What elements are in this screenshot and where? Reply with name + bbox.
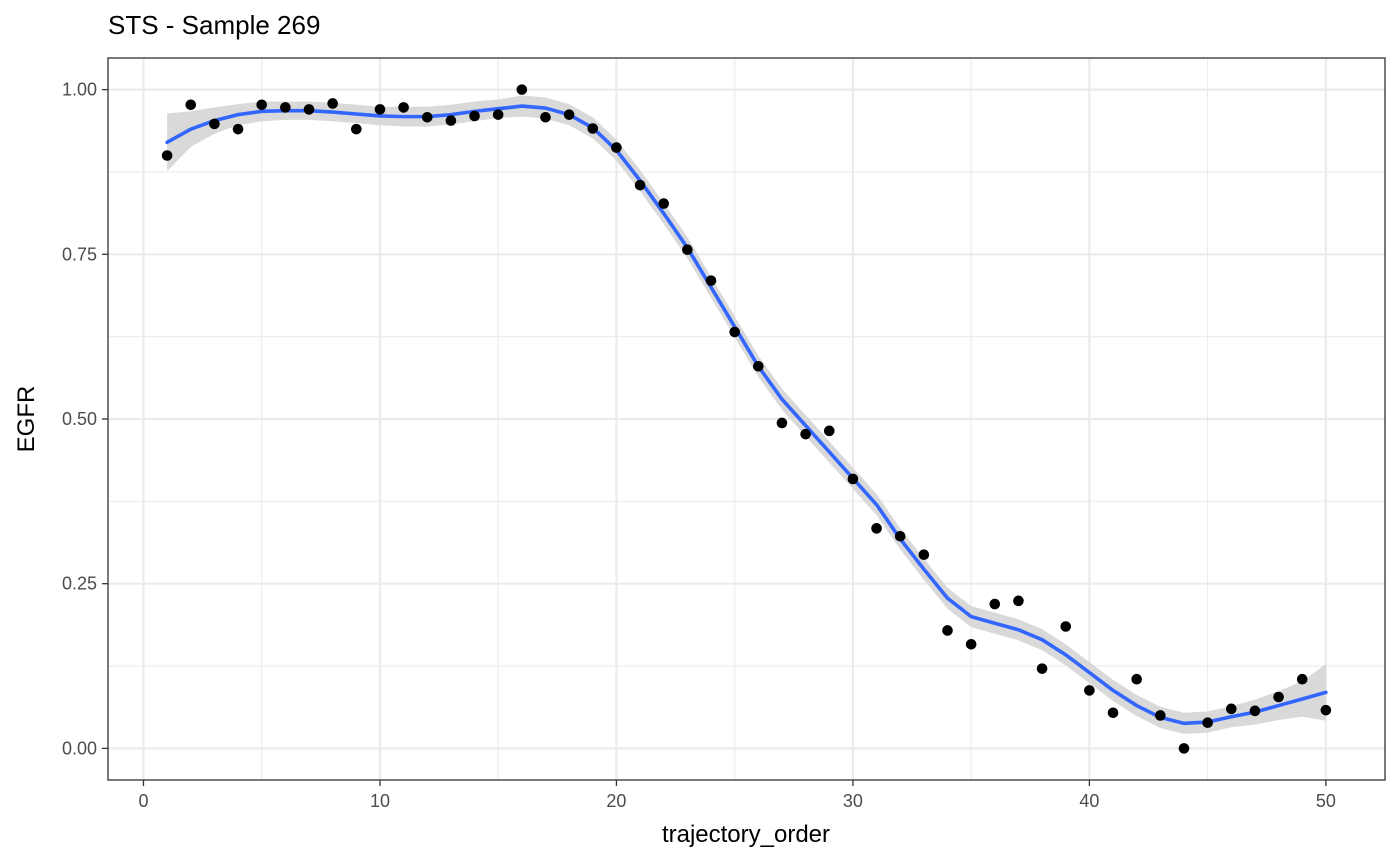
data-point [516, 84, 528, 95]
smooth-line-layer [165, 104, 1328, 726]
data-point [469, 110, 480, 122]
data-point [327, 98, 338, 109]
y-tick-label: 0.00 [62, 738, 97, 758]
data-point [1155, 710, 1166, 721]
y-tick-label: 0.50 [62, 409, 97, 429]
data-point [1013, 595, 1024, 607]
data-point [563, 109, 575, 120]
data-point [303, 104, 315, 115]
y-tick-label: 0.25 [62, 574, 97, 594]
data-point [705, 275, 717, 286]
data-point [634, 179, 646, 191]
x-axis-title: trajectory_order [662, 821, 830, 848]
data-point [492, 109, 504, 120]
data-point [161, 150, 173, 161]
data-point [280, 102, 291, 113]
data-point [965, 639, 977, 650]
data-point [989, 598, 1001, 610]
data-point [753, 361, 764, 372]
data-point [374, 104, 386, 115]
chart-title: STS - Sample 269 [108, 10, 321, 40]
data-point [800, 428, 811, 440]
data-point [1178, 743, 1190, 754]
x-tick-label: 50 [1316, 791, 1336, 811]
data-point [823, 425, 835, 437]
data-point [185, 99, 197, 111]
x-tick-label: 30 [843, 791, 863, 811]
data-point [871, 523, 882, 534]
smooth-line [165, 104, 1328, 726]
data-point [1060, 621, 1072, 632]
data-point [847, 473, 859, 485]
data-point [1036, 663, 1048, 674]
data-point [445, 115, 457, 126]
data-point [729, 326, 740, 338]
data-point [351, 123, 362, 135]
data-point [611, 142, 622, 153]
data-point [1320, 704, 1332, 716]
data-point [1296, 673, 1308, 685]
y-tick-label: 0.75 [62, 244, 97, 264]
data-point [232, 123, 244, 135]
data-point [776, 417, 788, 429]
data-point [658, 198, 670, 209]
data-point [1249, 705, 1261, 717]
data-point [894, 530, 906, 542]
data-point [587, 123, 599, 134]
data-point [256, 99, 268, 111]
data-point [1202, 717, 1213, 728]
y-axis-title: EGFR [13, 386, 40, 453]
data-point [1225, 703, 1237, 715]
data-point [1084, 685, 1095, 696]
data-point [421, 111, 433, 123]
major-gridlines [108, 58, 1385, 780]
x-axis: 0 10 20 30 40 50 [138, 780, 1336, 811]
data-point [918, 549, 930, 560]
data-point [1131, 673, 1142, 685]
data-point [942, 625, 953, 636]
x-tick-label: 20 [606, 791, 626, 811]
x-tick-label: 40 [1079, 791, 1099, 811]
x-tick-label: 0 [138, 791, 148, 811]
x-tick-label: 10 [370, 791, 390, 811]
points-layer [161, 84, 1332, 754]
data-point [682, 244, 693, 255]
data-point [209, 118, 220, 130]
data-point [1107, 707, 1119, 719]
y-axis: 0.00 0.25 0.50 0.75 1.00 [62, 80, 108, 758]
y-tick-label: 1.00 [62, 80, 97, 100]
data-point [398, 102, 409, 113]
data-point [540, 111, 551, 123]
data-point [1273, 691, 1284, 703]
